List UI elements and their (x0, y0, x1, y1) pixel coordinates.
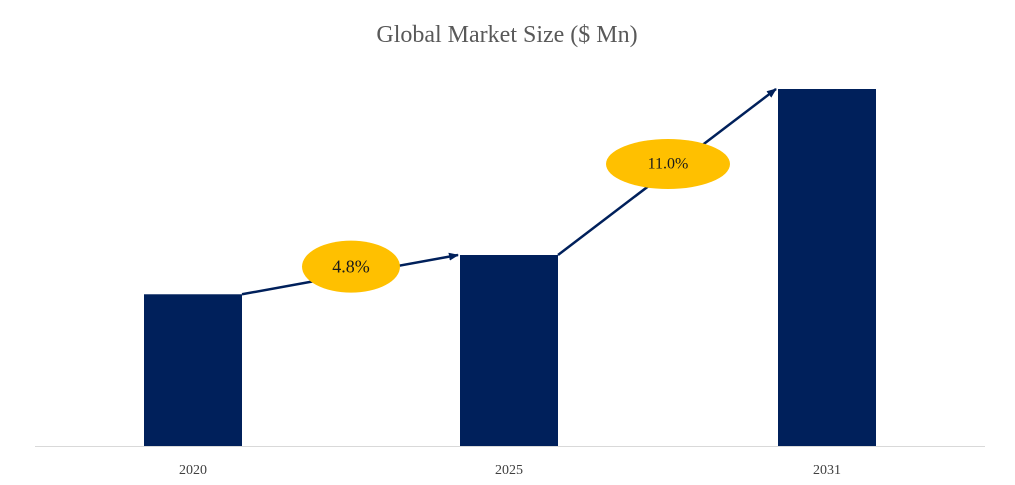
cagr-badge-2020-2025: 4.8% (302, 240, 400, 293)
chart-title: Global Market Size ($ Mn) (376, 22, 637, 48)
cagr-badge-shape (606, 139, 730, 190)
bar-2031 (778, 89, 876, 446)
x-tick-2020: 2020 (179, 463, 207, 478)
cagr-badge-shape (302, 240, 400, 293)
bars-layer (144, 89, 876, 446)
x-tick-labels: 2020 2025 2031 (179, 463, 841, 478)
cagr-badges-layer: 4.8% 11.0% (302, 139, 730, 293)
cagr-label: 11.0% (648, 156, 689, 173)
bar-2025 (460, 255, 558, 446)
x-tick-2031: 2031 (813, 463, 841, 478)
cagr-badge-2025-2031: 11.0% (606, 139, 730, 190)
cagr-label: 4.8% (332, 257, 370, 277)
bar-2020 (144, 294, 242, 446)
x-tick-2025: 2025 (495, 463, 523, 478)
